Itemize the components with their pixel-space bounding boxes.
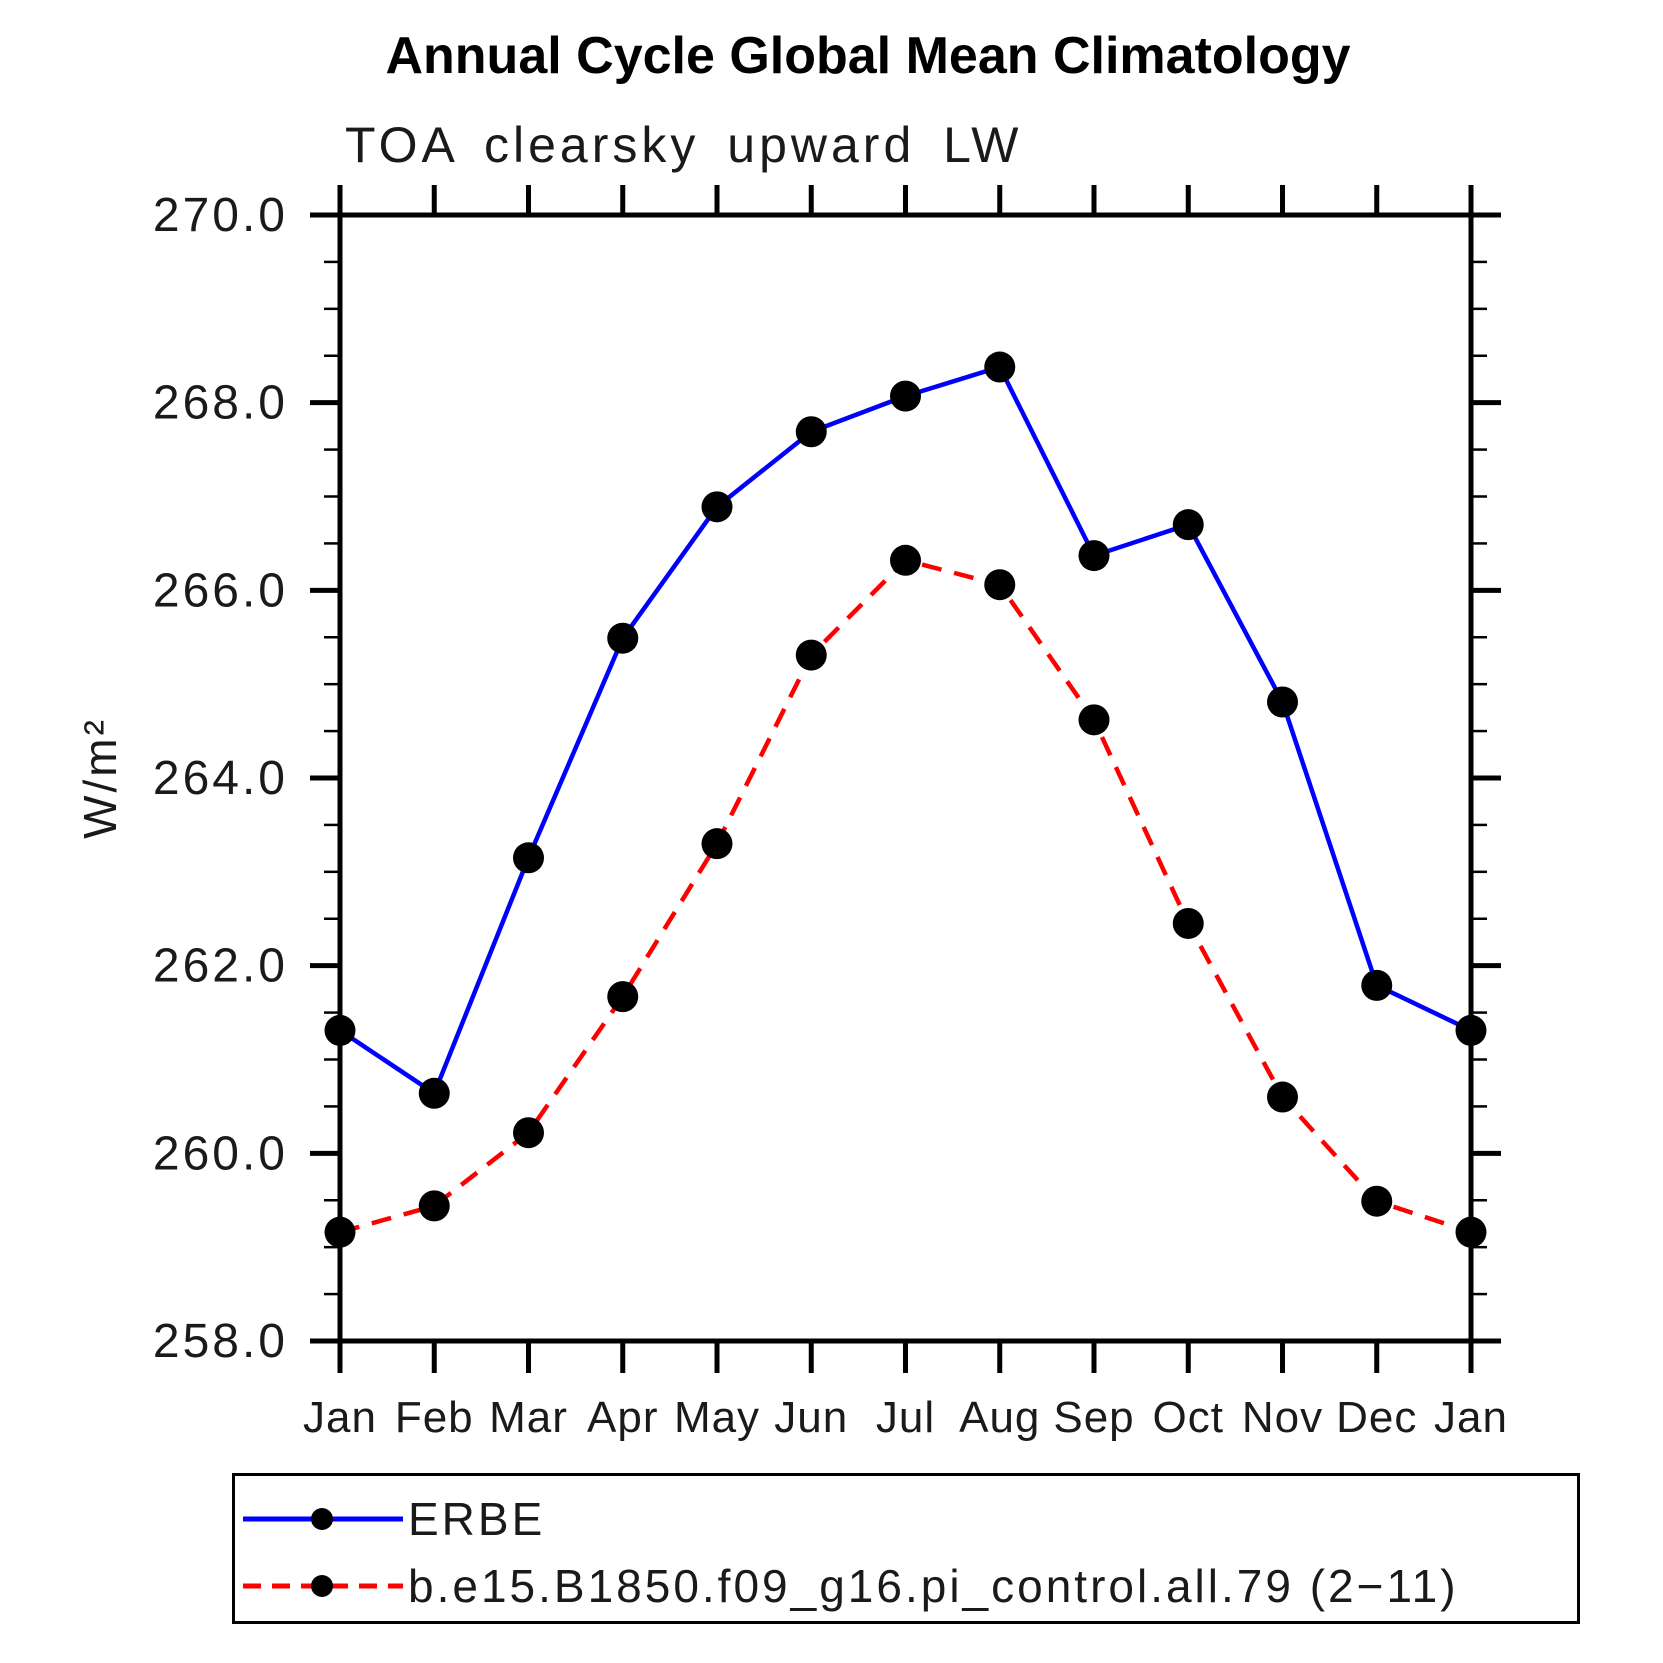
legend-swatch-erbe [243, 1508, 403, 1530]
x-tick-label: Feb [395, 1393, 474, 1442]
y-tick-label: 268.0 [153, 377, 288, 430]
data-point-marker [701, 828, 733, 860]
x-tick-label: May [674, 1393, 760, 1442]
x-tick-label: Mar [489, 1393, 568, 1442]
y-axis-ticks [310, 212, 1501, 1344]
data-point-marker [324, 1216, 356, 1248]
x-tick-label: Jun [774, 1393, 848, 1442]
legend-item-model: b.e15.B1850.f09_g16.pi_control.all.79 (2… [241, 1560, 1459, 1612]
x-tick-label: Jan [1434, 1393, 1508, 1442]
data-point-marker [324, 1014, 356, 1046]
x-tick-label: Apr [587, 1393, 658, 1442]
data-point-marker [984, 569, 1016, 601]
data-point-marker [513, 842, 544, 874]
x-tick-label: Jul [876, 1393, 935, 1442]
data-point-marker [607, 981, 639, 1013]
x-axis-labels: Jan Feb Mar Apr May Jun Jul Aug Sep Oct Nov Dec Jan [303, 1393, 1508, 1442]
chart-title: Annual Cycle Global Mean Climatology [385, 27, 1351, 85]
legend-marker-model [311, 1575, 333, 1597]
y-tick-label: 258.0 [153, 1315, 288, 1368]
x-tick-label: Oct [1153, 1393, 1224, 1442]
data-point-marker [1172, 907, 1204, 939]
x-tick-label: Dec [1336, 1393, 1417, 1442]
data-point-marker [795, 639, 827, 671]
data-point-marker [795, 416, 827, 448]
chart-subtitle: TOA clearsky upward LW [345, 117, 1023, 173]
y-tick-label: 262.0 [153, 940, 288, 993]
data-point-marker [1455, 1216, 1487, 1248]
y-tick-label: 260.0 [153, 1127, 288, 1180]
data-point-marker [607, 622, 639, 654]
data-point-marker [1361, 969, 1393, 1001]
y-tick-label: 266.0 [153, 564, 288, 617]
y-tick-label: 264.0 [153, 752, 288, 805]
data-point-marker [984, 351, 1016, 383]
legend-label-model: b.e15.B1850.f09_g16.pi_control.all.79 (2… [408, 1560, 1459, 1612]
series-line-1 [339, 557, 1472, 1235]
data-point-marker [513, 1117, 544, 1149]
legend-label-erbe: ERBE [408, 1493, 546, 1545]
data-point-marker [418, 1077, 450, 1109]
x-tick-label: Nov [1242, 1393, 1323, 1442]
series-markers-1 [324, 544, 1487, 1248]
legend-swatch-model [243, 1575, 403, 1597]
data-point-marker [890, 544, 921, 576]
x-tick-label: Jan [303, 1393, 377, 1442]
x-axis-ticks [337, 185, 1474, 1373]
series-markers-0 [324, 351, 1487, 1109]
data-point-marker [1267, 1081, 1298, 1113]
data-point-marker [1078, 540, 1110, 572]
data-point-marker [1078, 704, 1110, 736]
data-point-marker [1455, 1014, 1487, 1046]
data-point-marker [1267, 686, 1298, 718]
data-point-marker [890, 380, 921, 412]
legend: ERBE b.e15.B1850.f09_g16.pi_control.all.… [232, 1473, 1580, 1624]
series-line-0 [338, 364, 1472, 1097]
data-point-marker [701, 491, 733, 523]
data-point-marker [1361, 1185, 1393, 1217]
y-axis-labels: 258.0 260.0 262.0 264.0 266.0 268.0 270.0 [153, 189, 288, 1368]
data-point-marker [1172, 509, 1204, 541]
x-tick-label: Sep [1053, 1393, 1134, 1442]
x-tick-label: Aug [959, 1393, 1040, 1442]
legend-marker-erbe [311, 1508, 333, 1530]
y-tick-label: 270.0 [153, 189, 288, 242]
legend-item-erbe: ERBE [241, 1493, 545, 1545]
data-point-marker [418, 1190, 450, 1222]
